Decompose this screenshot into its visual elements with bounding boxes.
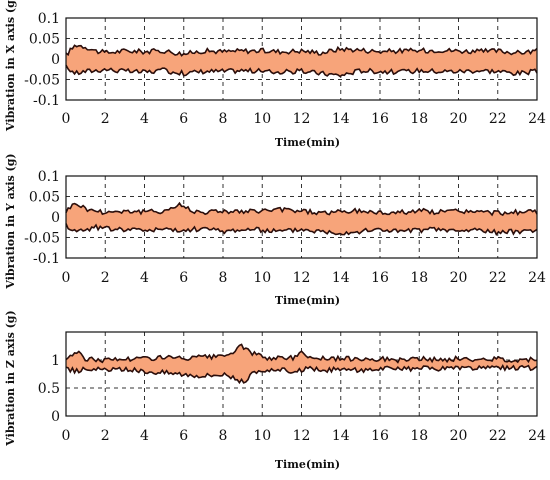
signal-upper-envelope (65, 44, 538, 57)
y-axis-label: Vibration in Z axis (g) (4, 310, 17, 446)
x-tick-label: 2 (101, 428, 110, 444)
x-tick-label: 12 (293, 111, 311, 127)
x-tick-label: 22 (489, 111, 507, 127)
x-tick-label: 2 (101, 270, 110, 286)
chart-panel-3: 0 2 4 6 8 10 12 14 16 18 20 22 2410.50Time(min)Vibra… (4, 310, 546, 471)
x-tick-label: 0 (62, 428, 71, 444)
y-tick-label: 0.1 (38, 11, 60, 27)
y-tick-label: -0.1 (33, 251, 60, 267)
y-tick-label: 0.05 (29, 190, 60, 206)
x-tick-label: 8 (219, 428, 228, 444)
y-tick-label: -0.05 (24, 231, 60, 247)
plot-frame (65, 17, 538, 101)
y-tick-label: 1 (51, 353, 60, 369)
x-tick-label: 18 (410, 111, 428, 127)
signal-lower-envelope (65, 223, 538, 236)
x-tick-label: 20 (450, 111, 468, 127)
x-tick-label: 12 (293, 428, 311, 444)
x-tick-label: 14 (332, 270, 350, 286)
x-tick-label: 6 (179, 270, 188, 286)
x-tick-label: 20 (450, 428, 468, 444)
x-axis-label: Time(min) (275, 294, 340, 307)
signal-band (66, 203, 537, 235)
x-axis-label: Time(min) (275, 136, 340, 149)
x-tick-label: 16 (371, 428, 389, 444)
x-tick-label: 24 (528, 111, 546, 127)
x-tick-label: 6 (179, 111, 188, 127)
x-tick-label: 22 (489, 270, 507, 286)
plot-frame (65, 331, 538, 417)
signal-band (66, 344, 537, 383)
chart-panel-2: 0 2 4 6 8 10 12 14 16 18 20 22 240.10.050-0.05-0.1Ti… (4, 153, 546, 307)
x-tick-label: 16 (371, 111, 389, 127)
x-tick-label: 14 (332, 428, 350, 444)
y-tick-label: 0.5 (38, 381, 60, 397)
y-tick-label: -0.1 (33, 93, 60, 109)
x-tick-label: 14 (332, 111, 350, 127)
x-tick-label: 4 (140, 270, 149, 286)
chart-panel-1: 0 2 4 6 8 10 12 14 16 18 20 22 240.10.050-0.05-0.1Ti… (4, 0, 546, 149)
x-tick-label: 24 (528, 270, 546, 286)
x-tick-label: 22 (489, 428, 507, 444)
x-tick-label: 24 (528, 428, 546, 444)
x-tick-label: 4 (140, 428, 149, 444)
signal-lower-envelope (65, 364, 538, 385)
x-tick-label: 2 (101, 111, 110, 127)
x-tick-label: 8 (219, 270, 228, 286)
x-tick-label: 6 (179, 428, 188, 444)
x-tick-label: 4 (140, 111, 149, 127)
signal-upper-envelope (65, 343, 538, 364)
x-tick-label: 0 (62, 270, 71, 286)
y-tick-label: 0.05 (29, 32, 60, 48)
x-tick-label: 8 (219, 111, 228, 127)
x-tick-label: 18 (410, 428, 428, 444)
x-tick-label: 0 (62, 111, 71, 127)
x-tick-label: 16 (371, 270, 389, 286)
x-tick-label: 10 (253, 428, 271, 444)
x-tick-label: 20 (450, 270, 468, 286)
y-tick-label: 0.1 (38, 169, 60, 185)
x-tick-label: 18 (410, 270, 428, 286)
y-tick-label: 0 (51, 52, 60, 68)
x-axis-label: Time(min) (275, 458, 340, 471)
signal-band (66, 45, 537, 77)
y-tick-label: 0 (51, 409, 60, 425)
y-axis-label: Vibration in X axis (g) (4, 0, 17, 132)
y-axis-label: Vibration in Y axis (g) (4, 153, 17, 289)
signal-lower-envelope (65, 64, 538, 78)
x-tick-label: 10 (253, 111, 271, 127)
y-tick-label: -0.05 (24, 73, 60, 89)
x-tick-label: 12 (293, 270, 311, 286)
x-tick-label: 10 (253, 270, 271, 286)
y-tick-label: 0 (51, 210, 60, 226)
plot-frame (65, 175, 538, 259)
signal-upper-envelope (65, 201, 538, 217)
